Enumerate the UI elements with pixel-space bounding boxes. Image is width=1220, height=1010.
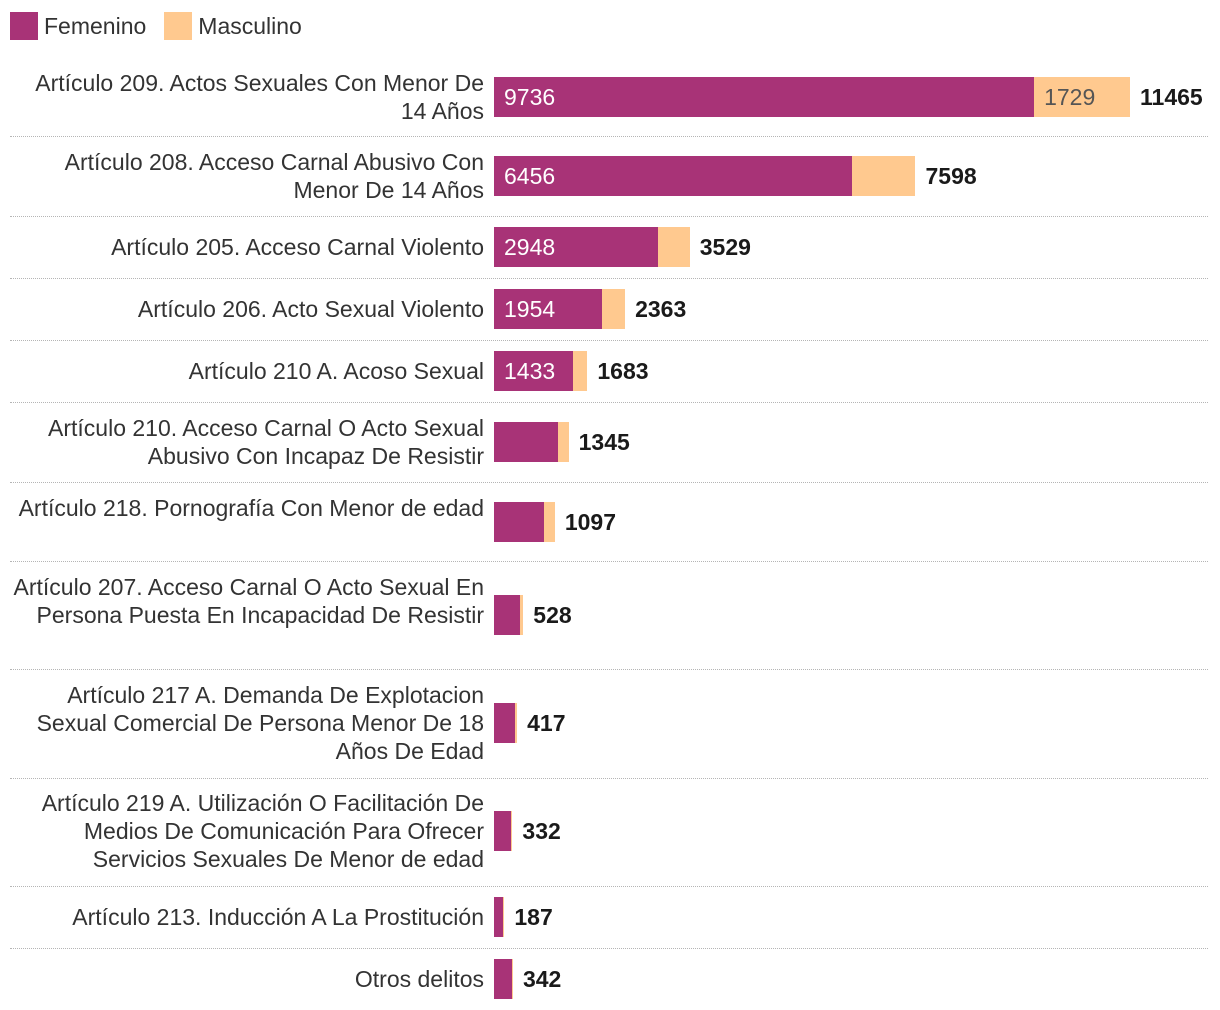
- row-divider: [10, 561, 1208, 562]
- bar-femenino[interactable]: [494, 703, 515, 743]
- category-label: Otros delitos: [354, 966, 484, 992]
- bar-masculino[interactable]: [573, 351, 588, 391]
- row-divider: [10, 340, 1208, 341]
- category-label: Artículo 210 A. Acoso Sexual: [188, 358, 484, 384]
- category-label: Artículo 219 A. Utilización O Facilitaci…: [41, 790, 484, 872]
- category-label: Artículo 209. Actos Sexuales Con Menor D…: [35, 70, 484, 124]
- value-label-femenino: 1954: [504, 296, 556, 322]
- row-divider: [10, 278, 1208, 279]
- total-label: 1097: [564, 509, 617, 535]
- bar-masculino[interactable]: [852, 156, 916, 196]
- row-divider: [10, 886, 1208, 887]
- legend: Femenino Masculino: [10, 10, 320, 42]
- value-label-masculino: 1729: [1044, 84, 1096, 110]
- category-label: Artículo 210. Acceso Carnal O Acto Sexua…: [48, 415, 484, 469]
- row-divider: [10, 216, 1208, 217]
- bar-femenino[interactable]: [494, 595, 520, 635]
- bar-femenino[interactable]: [494, 156, 853, 196]
- total-label: 1345: [578, 429, 630, 455]
- bar-masculino[interactable]: [602, 289, 626, 329]
- bar-masculino[interactable]: [544, 502, 555, 542]
- bar-masculino[interactable]: [1034, 77, 1130, 117]
- bar-masculino[interactable]: [519, 595, 524, 635]
- row-divider: [10, 948, 1208, 949]
- row-divider: [10, 136, 1208, 137]
- row-divider: [10, 482, 1208, 483]
- value-label-femenino: 6456: [504, 163, 556, 189]
- category-label: Artículo 213. Inducción A La Prostitució…: [72, 904, 484, 930]
- bar-masculino[interactable]: [558, 422, 569, 462]
- bar-femenino[interactable]: [494, 502, 545, 542]
- bar-femenino[interactable]: [494, 351, 574, 391]
- category-label: Artículo 217 A. Demanda De Explotacion S…: [36, 682, 484, 764]
- bar-femenino[interactable]: [494, 227, 658, 267]
- total-label: 1683: [597, 358, 649, 384]
- bar-femenino[interactable]: [494, 959, 512, 999]
- bar-masculino[interactable]: [502, 897, 505, 937]
- legend-label-femenino: Femenino: [44, 12, 147, 39]
- bar-femenino[interactable]: [494, 811, 511, 851]
- value-label-femenino: 2948: [504, 234, 556, 260]
- legend-swatch-masculino: [164, 12, 193, 40]
- total-label: 528: [533, 602, 572, 628]
- bar-masculino[interactable]: [514, 703, 518, 743]
- total-label: 417: [527, 710, 566, 736]
- bar-femenino[interactable]: [494, 422, 559, 462]
- bar-femenino[interactable]: [494, 289, 603, 329]
- total-label: 187: [514, 904, 553, 930]
- legend-item-masculino[interactable]: Masculino: [164, 12, 302, 40]
- legend-item-femenino[interactable]: Femenino: [10, 12, 146, 40]
- category-label: Artículo 218. Pornografía Con Menor de e…: [18, 495, 484, 521]
- row-divider: [10, 669, 1208, 670]
- bar-masculino[interactable]: [510, 811, 513, 851]
- total-label: 7598: [925, 163, 977, 189]
- value-label-femenino: 9736: [504, 84, 556, 110]
- row-divider: [10, 402, 1208, 403]
- legend-label-masculino: Masculino: [198, 12, 302, 39]
- row-divider: [10, 778, 1208, 779]
- bar-femenino[interactable]: [494, 897, 503, 937]
- value-label-femenino: 1433: [504, 358, 556, 384]
- bar-masculino[interactable]: [511, 959, 513, 999]
- total-label: 11465: [1140, 84, 1203, 110]
- category-label: Artículo 208. Acceso Carnal Abusivo Con …: [64, 149, 484, 203]
- category-label: Artículo 206. Acto Sexual Violento: [137, 296, 484, 322]
- total-label: 332: [522, 818, 561, 844]
- category-label: Artículo 205. Acceso Carnal Violento: [111, 234, 484, 260]
- total-label: 2363: [635, 296, 687, 322]
- total-label: 342: [522, 966, 562, 992]
- bar-masculino[interactable]: [657, 227, 690, 267]
- legend-swatch-femenino: [10, 12, 38, 40]
- bar-femenino[interactable]: [494, 77, 1035, 117]
- category-label: Artículo 207. Acceso Carnal O Acto Sexua…: [13, 574, 484, 628]
- total-label: 3529: [699, 234, 751, 260]
